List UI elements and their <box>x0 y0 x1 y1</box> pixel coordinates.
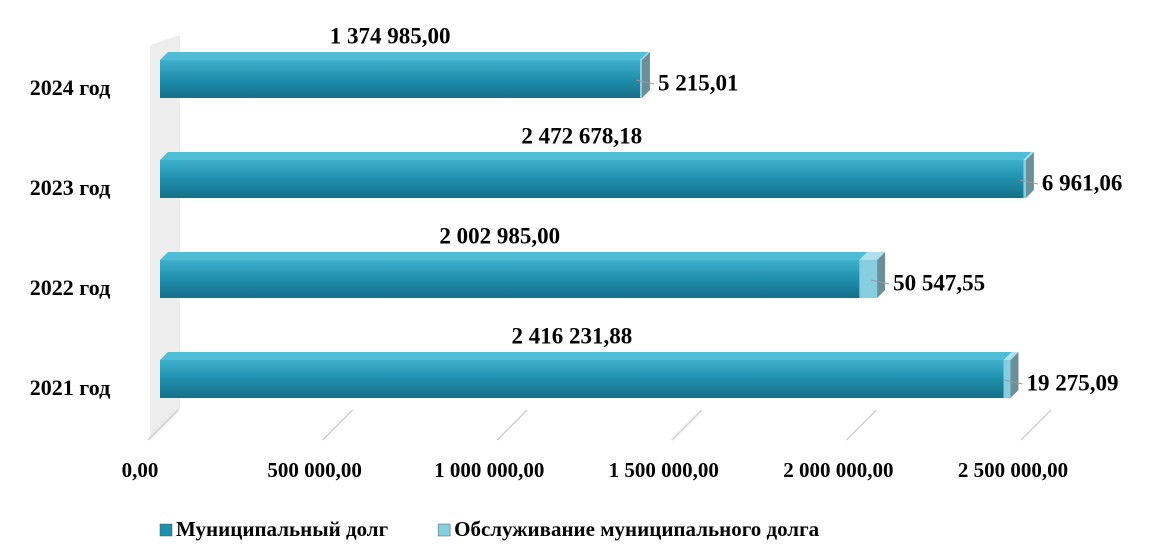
leader-line <box>1019 179 1038 185</box>
leader-line <box>635 79 655 85</box>
x-tick-label: 500 000,00 <box>267 458 362 482</box>
bar-top <box>1023 152 1034 160</box>
y-tick-label: 2024 год <box>30 75 110 100</box>
bar <box>1023 160 1026 198</box>
y-tick-label: 2022 год <box>30 275 110 300</box>
bar-end <box>877 252 886 298</box>
bar-top <box>640 52 650 60</box>
x-tick-label: 1 000 000,00 <box>434 458 544 482</box>
bar-end <box>1010 352 1019 398</box>
data-label: 2 472 678,18 <box>521 123 642 148</box>
bar-end <box>1025 152 1034 198</box>
bar-top <box>1003 352 1019 360</box>
data-label: 50 547,55 <box>893 270 985 295</box>
bar <box>640 60 642 98</box>
bar <box>160 260 860 298</box>
legend-label: Муниципальный долг <box>176 517 388 541</box>
x-tick-label: 2 500 000,00 <box>958 458 1068 482</box>
grid-line <box>845 409 877 441</box>
grid-line <box>147 409 179 441</box>
y-tick-label: 2023 год <box>30 175 110 200</box>
bar-end <box>641 52 650 98</box>
bar-top <box>160 52 649 60</box>
legend-swatch <box>437 523 451 537</box>
leader-line <box>1004 379 1023 385</box>
data-label: 2 002 985,00 <box>439 223 560 248</box>
x-tick-label: 0,00 <box>122 458 159 482</box>
bar <box>160 160 1024 198</box>
leader-line <box>870 279 890 285</box>
bar <box>160 60 641 98</box>
legend-label: Обслуживание муниципального долга <box>454 517 819 541</box>
data-label: 5 215,01 <box>658 70 739 95</box>
bar <box>1003 360 1011 398</box>
left-wall <box>150 35 180 440</box>
data-label: 19 275,09 <box>1026 370 1118 395</box>
grid-line <box>671 409 703 441</box>
bar-top <box>160 352 1012 360</box>
x-tick-label: 2 000 000,00 <box>783 458 893 482</box>
bar <box>859 260 878 298</box>
bar-top <box>160 152 1032 160</box>
data-label: 6 961,06 <box>1042 170 1123 195</box>
y-tick-label: 2021 год <box>30 375 110 400</box>
data-label: 1 374 985,00 <box>330 23 451 48</box>
bar-top <box>160 252 868 260</box>
bar <box>160 360 1004 398</box>
legend-swatch <box>159 523 173 537</box>
bar-top <box>859 252 886 260</box>
x-tick-label: 1 500 000,00 <box>609 458 719 482</box>
data-label: 2 416 231,88 <box>511 323 632 348</box>
grid-line <box>1020 409 1052 441</box>
grid-line <box>496 409 528 441</box>
grid-line <box>322 409 354 441</box>
